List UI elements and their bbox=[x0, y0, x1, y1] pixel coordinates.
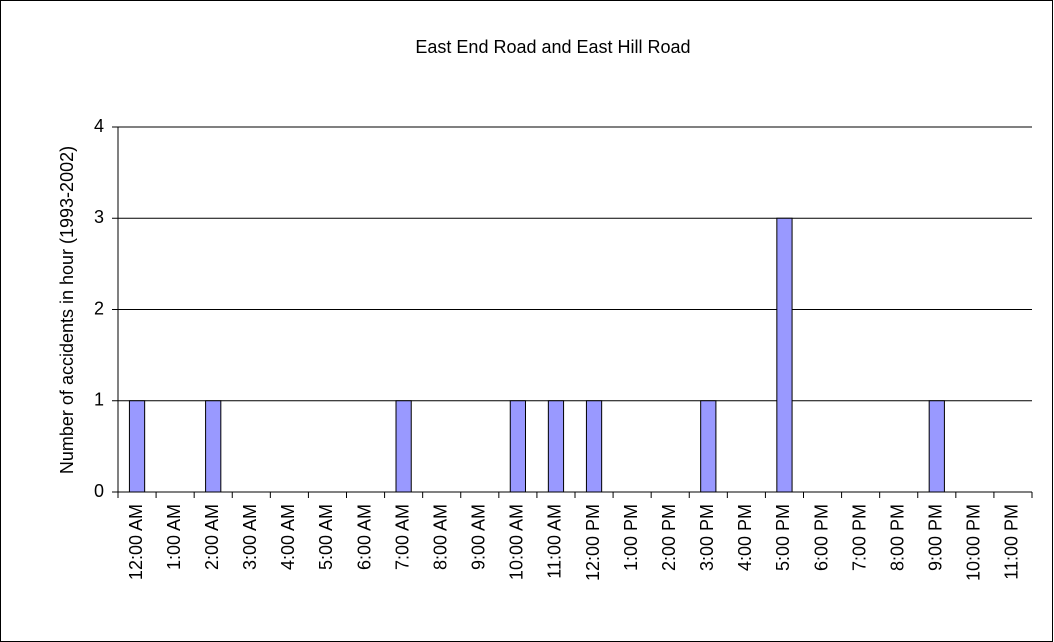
x-tick-label: 2:00 PM bbox=[659, 504, 679, 571]
x-tick-label: 4:00 PM bbox=[735, 504, 755, 571]
x-tick-label: 2:00 AM bbox=[202, 504, 222, 570]
x-tick-label: 11:00 PM bbox=[1002, 504, 1022, 580]
x-tick-label: 3:00 AM bbox=[240, 504, 260, 570]
x-tick-label: 9:00 PM bbox=[926, 504, 946, 571]
bar bbox=[928, 400, 945, 493]
bar bbox=[509, 400, 526, 493]
x-tick-label: 11:00 AM bbox=[545, 504, 565, 579]
x-tick-label: 9:00 AM bbox=[469, 504, 489, 570]
x-tick-label: 4:00 AM bbox=[278, 504, 298, 570]
x-tick-label: 3:00 PM bbox=[697, 504, 717, 571]
chart-title: East End Road and East Hill Road bbox=[415, 37, 690, 57]
x-tick-label: 12:00 PM bbox=[583, 504, 603, 581]
x-tick-label: 10:00 AM bbox=[507, 504, 527, 580]
x-tick-label: 5:00 AM bbox=[316, 504, 336, 570]
x-tick-label: 1:00 PM bbox=[621, 504, 641, 571]
bar bbox=[776, 217, 793, 493]
x-tick-label: 8:00 PM bbox=[887, 504, 907, 571]
x-tick-label: 5:00 PM bbox=[773, 504, 793, 571]
x-tick-label: 6:00 AM bbox=[354, 504, 374, 570]
x-tick-label: 12:00 AM bbox=[126, 504, 146, 580]
bar bbox=[585, 400, 603, 493]
y-axis-label: Number of accidents in hour (1993-2002) bbox=[57, 146, 77, 474]
bar bbox=[547, 400, 565, 493]
y-tick-label: 1 bbox=[94, 390, 104, 410]
y-tick-label: 2 bbox=[94, 298, 104, 318]
x-tick-label: 8:00 AM bbox=[430, 504, 450, 570]
x-tick-label: 10:00 PM bbox=[964, 504, 984, 581]
y-tick-label: 4 bbox=[94, 116, 104, 136]
bar bbox=[395, 400, 412, 493]
bar bbox=[205, 400, 222, 493]
y-tick-label: 3 bbox=[94, 207, 104, 227]
x-tick-label: 6:00 PM bbox=[811, 504, 831, 571]
x-tick-label: 7:00 PM bbox=[849, 504, 869, 571]
x-tick-label: 7:00 AM bbox=[392, 504, 412, 570]
y-tick-label: 0 bbox=[94, 481, 104, 501]
x-tick-label: 1:00 AM bbox=[164, 504, 184, 570]
bar bbox=[128, 400, 146, 493]
bar bbox=[700, 400, 717, 493]
